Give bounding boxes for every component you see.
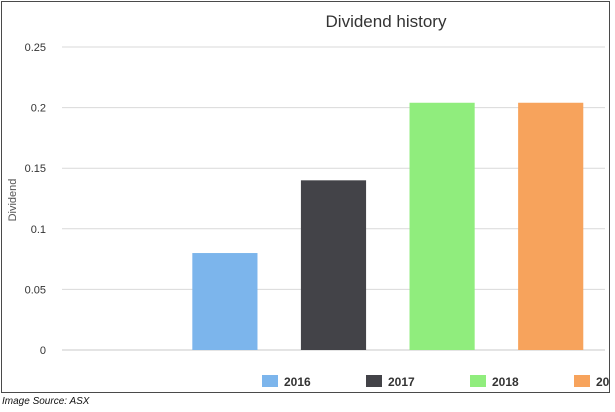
bar-2018 [409, 102, 475, 350]
y-axis-label: Dividend [7, 179, 19, 222]
legend-swatch-2019[interactable] [574, 375, 590, 387]
bar-2017 [300, 180, 367, 350]
y-tick-label: 0.15 [25, 163, 46, 175]
image-source-caption: Image Source: ASX [2, 396, 90, 407]
y-tick-label: 0 [40, 345, 46, 357]
y-tick-label: 0.05 [25, 284, 46, 296]
legend: 2016 2017 2018 2019 [262, 375, 609, 389]
legend-label-2016[interactable]: 2016 [284, 375, 311, 389]
bar-2016 [192, 253, 258, 350]
legend-label-2018[interactable]: 2018 [492, 375, 519, 389]
legend-swatch-2018[interactable] [470, 375, 486, 387]
y-tick-label: 0.25 [25, 42, 46, 54]
y-tick-label: 0.2 [31, 103, 46, 115]
legend-swatch-2017[interactable] [366, 375, 382, 387]
bar-2019 [518, 102, 584, 350]
legend-label-2017[interactable]: 2017 [388, 375, 415, 389]
legend-swatch-2016[interactable] [262, 375, 278, 387]
dividend-chart: Dividend history Dividend 0 0.05 0.1 0.15 0.… [7, 12, 609, 389]
legend-label-2019[interactable]: 2019 [596, 375, 609, 389]
bars [192, 102, 584, 350]
y-tick-label: 0.1 [31, 224, 46, 236]
chart-title: Dividend history [326, 12, 447, 31]
y-tick-labels: 0 0.05 0.1 0.15 0.2 0.25 [25, 42, 46, 357]
chart-frame: Dividend history Dividend 0 0.05 0.1 0.15 0.… [1, 1, 610, 393]
